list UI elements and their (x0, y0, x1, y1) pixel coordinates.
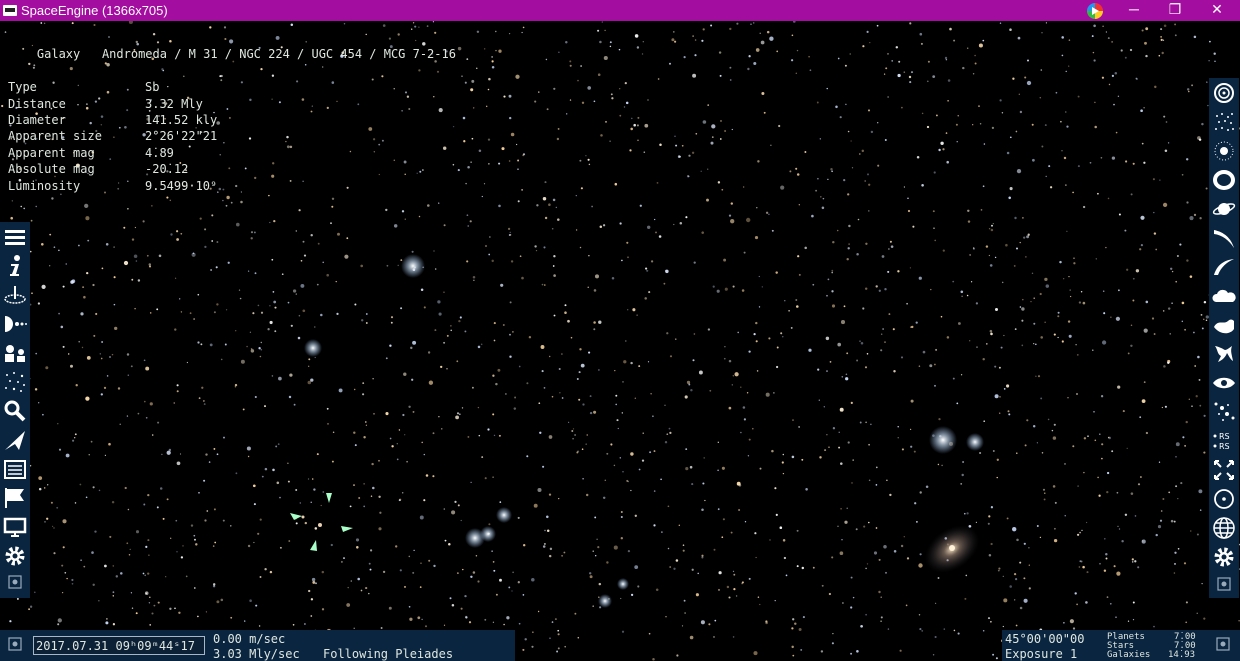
info-key: Apparent size (8, 129, 102, 144)
lock-icon[interactable] (8, 575, 22, 589)
info-key: Diameter (8, 113, 66, 128)
object-heading[interactable]: Galaxy Andromeda / M 31 / NGC 224 / UGC … (8, 30, 456, 79)
bright-stars (304, 254, 984, 608)
menu-icon[interactable] (3, 225, 27, 249)
lock-icon[interactable] (8, 637, 22, 651)
object-type: Galaxy (36, 47, 81, 62)
nebulae-filter-icon[interactable] (1212, 139, 1236, 163)
space-view[interactable] (0, 21, 1240, 661)
extension-icon[interactable] (1087, 3, 1103, 19)
clusters-filter-icon[interactable] (1212, 110, 1236, 134)
window-title: SpaceEngine (1366x705) (21, 3, 168, 18)
close-button[interactable]: ✕ (1211, 1, 1223, 17)
galaxy-andromeda[interactable] (916, 515, 988, 582)
info-value: 3.32 Mly (145, 96, 203, 111)
info-row-diameter: Diameter 141.52 kly (8, 112, 456, 128)
camera-mode[interactable]: Following Pleiades (323, 647, 454, 661)
bottom-left-bar: 0.00 m/sec 3.03 Mly/sec Following Pleiad… (0, 630, 515, 661)
rings-filter-icon[interactable] (1212, 168, 1236, 192)
info-icon[interactable] (3, 254, 27, 278)
magnitude-label: Stars (1107, 641, 1135, 651)
info-key: Apparent mag (8, 145, 95, 160)
wave-filter-icon[interactable] (1212, 313, 1236, 337)
magnitude-label: Galaxies (1107, 650, 1151, 660)
arrows-filter-icon[interactable] (1212, 458, 1236, 482)
magnitude-value: 7̇.00 (1174, 632, 1196, 642)
search-icon[interactable] (3, 399, 27, 423)
lock-icon[interactable] (1217, 577, 1231, 591)
ship-icon[interactable] (3, 428, 27, 452)
left-toolbar (0, 222, 30, 598)
distance-icon[interactable] (3, 312, 27, 336)
globe-icon[interactable] (1212, 516, 1236, 540)
stars-icon[interactable] (3, 370, 27, 394)
speed-readout-secondary: 3.03 Mly/sec (213, 647, 300, 661)
info-row-distance: Distance 3.32 Mly (8, 96, 456, 112)
maximize-button[interactable]: ❐ (1168, 1, 1182, 17)
info-key: Absolute mag (8, 162, 95, 177)
magnitude-value: 7̇.00 (1174, 641, 1196, 651)
info-row-luminosity: Luminosity 9.5499·10⁹ (8, 178, 456, 194)
fov-readout[interactable]: 45°00'00"00 (1005, 632, 1085, 646)
star-field (0, 21, 1240, 661)
info-value: 2°26'22"21 (145, 129, 218, 144)
magnitude-label: Planets (1107, 632, 1145, 642)
right-toolbar: RS RS (1209, 78, 1239, 598)
lock-icon[interactable] (1216, 637, 1230, 651)
info-row-apparent-mag: Apparent mag 4̇.89 (8, 145, 456, 161)
datetime-field[interactable]: 2017.07.31 09ʰ09ᵐ44ˢ17 (33, 636, 205, 655)
settings-icon[interactable] (3, 544, 27, 568)
object-names: Andromeda / M 31 / NGC 224 / UGC 454 / M… (101, 47, 456, 62)
info-value: 141.52 kly (145, 113, 218, 128)
eye-filter-icon[interactable] (1212, 371, 1236, 395)
target-icon[interactable] (1212, 487, 1236, 511)
window-titlebar[interactable]: SpaceEngine (1366x705) ─ ❐ ✕ (0, 0, 1240, 21)
info-key: Type (8, 80, 37, 95)
location-icon[interactable] (3, 283, 27, 307)
settings-icon[interactable] (1212, 545, 1236, 569)
objects-icon[interactable] (3, 341, 27, 365)
rs-label: RS (1219, 432, 1230, 441)
scenario-icon[interactable] (3, 457, 27, 481)
info-row-apparent-size: Apparent size 2°26'22"21 (8, 128, 456, 144)
info-value: 4̇.89 (145, 145, 174, 160)
speed-readout: 0.00 m/sec (213, 632, 286, 646)
info-row-type: Type Sb (8, 79, 456, 95)
info-row-absolute-mag: Absolute mag -20̇.12 (8, 161, 456, 177)
info-value: -20̇.12 (145, 162, 189, 177)
orbits-filter-icon[interactable] (1212, 255, 1236, 279)
comets-filter-icon[interactable] (1212, 226, 1236, 250)
planets-filter-icon[interactable] (1212, 197, 1236, 221)
exposure-readout[interactable]: Exposure 1 (1005, 647, 1078, 661)
points-filter-icon[interactable] (1212, 400, 1236, 424)
bottom-right-bar: 45°00'00"00 Exposure 1 Planets Stars Gal… (1002, 630, 1240, 661)
clouds-filter-icon[interactable] (1212, 284, 1236, 308)
display-icon[interactable] (3, 515, 27, 539)
galaxies-filter-icon[interactable] (1212, 81, 1236, 105)
info-value: 9.5499·10⁹ (145, 178, 218, 193)
rs-filter-icon[interactable]: RS RS (1212, 429, 1236, 453)
info-value: Sb (145, 80, 160, 95)
object-info-panel: Galaxy Andromeda / M 31 / NGC 224 / UGC … (8, 30, 456, 194)
flag-icon[interactable] (3, 486, 27, 510)
magnitude-value: 14̇.93 (1168, 650, 1196, 660)
minimize-button[interactable]: ─ (1129, 1, 1139, 17)
info-key: Distance (8, 96, 66, 111)
filaments-filter-icon[interactable] (1212, 342, 1236, 366)
rs-label: RS (1219, 442, 1230, 451)
info-key: Luminosity (8, 178, 81, 193)
app-icon (3, 5, 17, 16)
target-reticle (290, 493, 353, 551)
